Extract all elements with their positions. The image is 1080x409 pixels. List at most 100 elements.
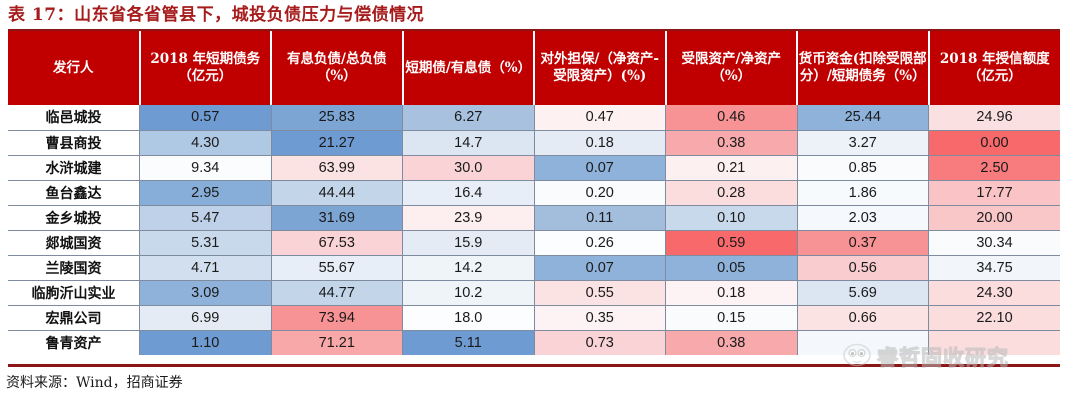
data-cell: 63.99 [271, 155, 403, 181]
table-row: 郯城国资 5.31 67.53 15.9 0.26 0.59 0.37 30.34 [8, 230, 1060, 256]
data-cell: 0.35 [534, 305, 666, 331]
data-cell: 3.09 [139, 280, 272, 306]
data-cell: 0.73 [534, 330, 666, 355]
data-cell: 5.31 [139, 230, 272, 256]
data-cell: 0.37 [797, 230, 929, 256]
issuer-name-cell: 鲁青资产 [8, 330, 140, 355]
data-cell: 14.7 [402, 130, 535, 156]
table-row: 临朐沂山实业 3.09 44.77 10.2 0.55 0.18 5.69 24.30 [8, 280, 1060, 306]
data-cell: 0.38 [665, 330, 798, 355]
table-row: 水浒城建 9.34 63.99 30.0 0.07 0.21 0.85 2.50 [8, 155, 1060, 181]
issuer-name-cell: 鱼台鑫达 [8, 180, 140, 206]
column-header-issuer: 发行人 [8, 31, 141, 105]
data-cell: 0.66 [797, 305, 929, 331]
data-cell: 0.38 [665, 130, 798, 156]
data-cell: 44.77 [271, 280, 403, 306]
data-cell: 9.34 [139, 155, 272, 181]
column-header-short-term-debt: 2018 年短期债务（亿元） [139, 31, 272, 105]
issuer-name-cell: 曹县商投 [8, 130, 140, 156]
column-header-short-term-over-interest-bearing: 短期债/有息债（%） [402, 31, 535, 105]
data-cell: 25.44 [797, 105, 929, 131]
data-cell: 0.07 [534, 255, 666, 281]
data-cell: 55.67 [271, 255, 403, 281]
table-row: 兰陵国资 4.71 55.67 14.2 0.07 0.05 0.56 34.75 [8, 255, 1060, 281]
data-cell: 18.0 [402, 305, 535, 331]
data-cell: 24.30 [928, 280, 1060, 306]
source-note: 资料来源：Wind，招商证券 [6, 375, 183, 391]
data-cell: 0.05 [665, 255, 798, 281]
data-cell: 0.21 [665, 155, 798, 181]
column-header-cash-over-short-term-debt: 货币资金(扣除受限部分）/短期债务（%） [797, 31, 930, 105]
data-cell: 30.34 [928, 230, 1060, 256]
table-row: 鲁青资产 1.10 71.21 5.11 0.73 0.38 [8, 330, 1060, 355]
data-cell: 3.27 [797, 130, 929, 156]
data-cell: 2.50 [928, 155, 1060, 181]
table-row: 临邑城投 0.57 25.83 6.27 0.47 0.46 25.44 24.96 [8, 105, 1060, 131]
table-row: 宏鼎公司 6.99 73.94 18.0 0.35 0.15 0.66 22.10 [8, 305, 1060, 331]
data-cell: 0.85 [797, 155, 929, 181]
data-cell: 73.94 [271, 305, 403, 331]
data-cell: 0.46 [665, 105, 798, 131]
data-cell: 5.69 [797, 280, 929, 306]
data-cell: 0.10 [665, 205, 798, 231]
data-cell: 0.18 [534, 130, 666, 156]
data-cell: 0.20 [534, 180, 666, 206]
data-cell: 17.77 [928, 180, 1060, 206]
data-cell: 0.11 [534, 205, 666, 231]
data-cell: 5.11 [402, 330, 535, 355]
data-cell: 2.03 [797, 205, 929, 231]
table-row: 鱼台鑫达 2.95 44.44 16.4 0.20 0.28 1.86 17.77 [8, 180, 1060, 206]
data-cell: 0.15 [665, 305, 798, 331]
data-cell: 0.07 [534, 155, 666, 181]
data-cell: 0.57 [139, 105, 272, 131]
data-cell: 34.75 [928, 255, 1060, 281]
data-cell: 0.59 [665, 230, 798, 256]
debt-pressure-table: 发行人 2018 年短期债务（亿元） 有息负债/总负债（%） 短期债/有息债（%… [8, 31, 1060, 355]
data-cell: 0.18 [665, 280, 798, 306]
data-cell: 22.10 [928, 305, 1060, 331]
page-title: 表 17：山东省各省管县下，城投负债压力与偿债情况 [8, 5, 425, 25]
data-cell: 31.69 [271, 205, 403, 231]
data-cell: 44.44 [271, 180, 403, 206]
data-cell: 23.9 [402, 205, 535, 231]
column-header-external-guarantee: 对外担保/（净资产-受限资产）(%) [534, 31, 667, 105]
data-cell: 1.86 [797, 180, 929, 206]
figure-title-block: 表 17：山东省各省管县下，城投负债压力与偿债情况 [8, 2, 1068, 32]
data-cell: 20.00 [928, 205, 1060, 231]
table-bottom-divider [8, 364, 1060, 367]
data-cell: 10.2 [402, 280, 535, 306]
table-row: 金乡城投 5.47 31.69 23.9 0.11 0.10 2.03 20.00 [8, 205, 1060, 231]
data-cell: 21.27 [271, 130, 403, 156]
data-cell: 14.2 [402, 255, 535, 281]
data-cell: 15.9 [402, 230, 535, 256]
data-cell: 6.27 [402, 105, 535, 131]
data-cell [797, 330, 929, 355]
table-row: 曹县商投 4.30 21.27 14.7 0.18 0.38 3.27 0.00 [8, 130, 1060, 156]
issuer-name-cell: 临邑城投 [8, 105, 140, 131]
data-cell: 0.00 [928, 130, 1060, 156]
data-cell: 30.0 [402, 155, 535, 181]
table-header-row: 发行人 2018 年短期债务（亿元） 有息负债/总负债（%） 短期债/有息债（%… [8, 31, 1060, 105]
data-cell: 0.55 [534, 280, 666, 306]
data-cell [928, 330, 1060, 355]
data-cell: 1.10 [139, 330, 272, 355]
data-cell: 24.96 [928, 105, 1060, 131]
column-header-credit-line: 2018 年授信额度（亿元） [928, 31, 1060, 105]
issuer-name-cell: 水浒城建 [8, 155, 140, 181]
issuer-name-cell: 临朐沂山实业 [8, 280, 140, 306]
table-header: 发行人 2018 年短期债务（亿元） 有息负债/总负债（%） 短期债/有息债（%… [8, 31, 1060, 105]
data-cell: 5.47 [139, 205, 272, 231]
data-cell: 16.4 [402, 180, 535, 206]
data-cell: 0.56 [797, 255, 929, 281]
issuer-name-cell: 宏鼎公司 [8, 305, 140, 331]
data-cell: 0.28 [665, 180, 798, 206]
data-cell: 0.47 [534, 105, 666, 131]
column-header-restricted-assets: 受限资产/净资产（%） [665, 31, 798, 105]
data-cell: 25.83 [271, 105, 403, 131]
issuer-name-cell: 金乡城投 [8, 205, 140, 231]
data-cell: 67.53 [271, 230, 403, 256]
issuer-name-cell: 兰陵国资 [8, 255, 140, 281]
data-cell: 71.21 [271, 330, 403, 355]
data-cell: 2.95 [139, 180, 272, 206]
